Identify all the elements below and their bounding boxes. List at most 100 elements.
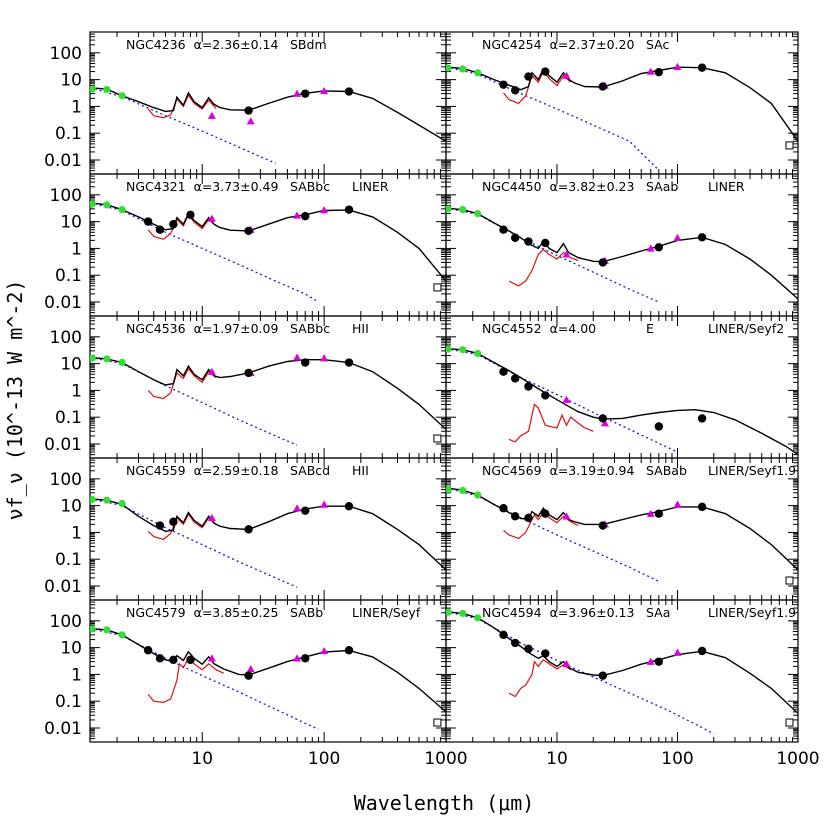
panel-frame: [89, 173, 447, 317]
morph-type: SBdm: [290, 37, 327, 52]
iras-photometry-point: [673, 233, 682, 241]
spitzer-photometry-point: [344, 502, 354, 511]
iras-photometry-point: [646, 509, 655, 517]
submm-upper-limit-point: [785, 718, 794, 727]
irs-spectrum-line: [147, 367, 217, 400]
spitzer-photometry-point: [598, 82, 607, 91]
nir-photometry-point: [90, 625, 96, 633]
iras-photometry-point: [562, 250, 571, 258]
galaxy-name: NGC4594: [482, 605, 542, 620]
stellar-component-line: [90, 356, 298, 446]
spitzer-photometry-point: [186, 210, 195, 219]
y-tick-label: 0.01: [44, 435, 82, 455]
nir-photometry-point: [118, 206, 126, 214]
activity-class: LINER/Seyf1.9: [708, 463, 796, 478]
nir-photometry-point: [446, 64, 452, 72]
nir-photometry-point: [446, 205, 452, 213]
spitzer-photometry-point: [169, 517, 178, 526]
x-tick-labels: 10 100 1000 10 100 1000: [191, 749, 819, 769]
submm-upper-limit-point: [785, 576, 794, 585]
activity-class: LINER/Seyf2: [708, 321, 784, 336]
spitzer-photometry-point: [510, 638, 520, 648]
nir-photometry-point: [459, 486, 467, 495]
spitzer-photometry-point: [654, 509, 664, 518]
spitzer-photometry-point: [654, 243, 664, 252]
panel-ngc4236: NGC4236 α=2.36±0.14 SBdm: [89, 31, 447, 175]
stellar-component-line: [446, 487, 660, 582]
panel-ticks: [446, 599, 799, 743]
iras-photometry-point: [320, 86, 329, 95]
alpha-value: α=2.59±0.18: [194, 463, 279, 478]
spitzer-photometry-point: [169, 220, 178, 229]
panel-grid: NGC4236 α=2.36±0.14 SBdm NGC4254 α=2.37±0.20…: [89, 31, 799, 743]
iras-photometry-point: [562, 512, 571, 520]
alpha-value: α=3.19±0.94: [550, 463, 635, 478]
stellar-component-line: [90, 202, 319, 303]
submm-upper-limit-point: [433, 718, 442, 727]
y-tick-label: 1: [71, 239, 82, 259]
nir-photometry-point: [118, 92, 126, 100]
galaxy-name: NGC4569: [482, 463, 542, 478]
spitzer-photometry-point: [344, 205, 354, 214]
iras-photometry-point: [293, 211, 302, 219]
activity-class: HII: [352, 463, 369, 478]
spitzer-photometry-point: [244, 368, 253, 378]
spitzer-photometry-point: [244, 671, 253, 680]
model-sed-line: [90, 87, 446, 142]
galaxy-name: NGC4450: [482, 179, 542, 194]
model-sed-line: [90, 356, 446, 430]
activity-class: LINER: [352, 179, 389, 194]
model-sed-line: [90, 498, 446, 571]
y-tick-label: 1: [71, 523, 82, 543]
model-sed-line: [446, 487, 798, 571]
panel-frame: [89, 457, 447, 601]
spitzer-photometry-point: [344, 646, 354, 655]
irs-spectrum-line: [147, 94, 217, 119]
y-tick-label: 0.1: [55, 550, 82, 570]
spitzer-photometry-point: [598, 258, 607, 267]
panel-plot-area: [446, 62, 798, 171]
nir-photometry-point: [118, 499, 126, 508]
spitzer-photometry-point: [301, 211, 310, 221]
panel-ngc4254: NGC4254 α=2.37±0.20 SAc: [445, 31, 799, 175]
spitzer-photometry-point: [499, 80, 508, 89]
nir-photometry-point: [474, 349, 482, 358]
spitzer-photometry-point: [697, 63, 707, 72]
alpha-value: α=4.00: [550, 321, 597, 336]
panel-ngc4321: NGC4321 α=3.73±0.49 SABbc LINER: [89, 173, 447, 317]
y-tick-label: 1: [71, 97, 82, 117]
spitzer-photometry-point: [541, 649, 550, 658]
spitzer-photometry-point: [301, 506, 310, 515]
panel-ngc4579: NGC4579 α=3.85±0.25 SABb LINER/Seyf: [89, 599, 447, 743]
panel-plot-area: [90, 200, 446, 303]
panel-label: NGC4594 α=3.96±0.13 SAa LINER/Seyf1.9: [482, 605, 796, 620]
iras-photometry-point: [646, 67, 655, 75]
y-tick-label: 0.01: [44, 577, 82, 597]
y-tick-label: 10: [60, 213, 82, 233]
panel-ticks: [446, 31, 799, 175]
spitzer-photometry-point: [524, 237, 533, 246]
spitzer-photometry-point: [524, 72, 533, 81]
irs-spectrum-line: [503, 511, 579, 540]
activity-class: LINER: [708, 179, 745, 194]
spitzer-photometry-point: [598, 521, 607, 530]
morph-type: SABbc: [290, 179, 330, 194]
nir-photometry-point: [459, 346, 467, 354]
nir-photometry-point: [103, 496, 111, 504]
panel-plot-area: [446, 608, 798, 735]
spitzer-photometry-point: [510, 233, 520, 242]
panel-plot-area: [446, 345, 798, 456]
irs-spectrum-line: [503, 70, 572, 105]
panel-ticks: [90, 31, 447, 175]
panel-ngc4552: NGC4552 α=4.00 E LINER/Seyf2: [445, 315, 799, 459]
spitzer-photometry-point: [541, 67, 550, 76]
panel-frame: [445, 173, 799, 317]
spitzer-photometry-point: [499, 630, 508, 640]
nir-photometry-point: [459, 609, 467, 617]
spitzer-photometry-point: [301, 89, 310, 98]
spitzer-photometry-point: [510, 512, 520, 521]
spitzer-photometry-point: [598, 414, 607, 423]
spitzer-photometry-point: [499, 367, 508, 376]
spitzer-photometry-point: [155, 521, 165, 530]
